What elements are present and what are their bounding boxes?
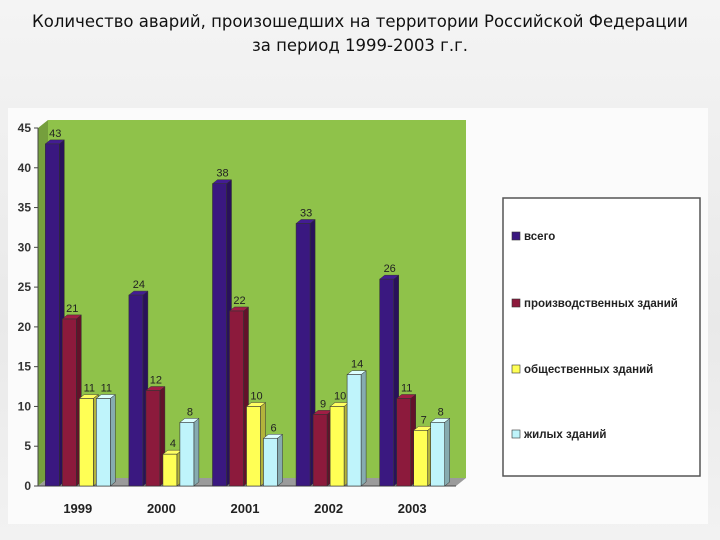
- data-label: 12: [150, 375, 162, 387]
- y-tick-label: 40: [18, 161, 32, 175]
- data-label: 22: [233, 295, 245, 307]
- bar-side: [110, 393, 116, 487]
- bar: [430, 422, 446, 487]
- bar: [379, 278, 395, 487]
- bar: [229, 310, 244, 487]
- bar: [329, 406, 345, 487]
- bar-side: [193, 417, 200, 487]
- y-tick-label: 35: [18, 201, 32, 215]
- bar-side: [360, 370, 367, 487]
- legend-swatch: [511, 231, 521, 241]
- bar: [212, 183, 227, 487]
- legend-label: всего: [524, 231, 555, 243]
- data-label: 6: [270, 422, 276, 434]
- y-tick-label: 45: [18, 121, 32, 135]
- data-label: 11: [84, 382, 95, 394]
- bar: [346, 374, 362, 487]
- y-tick-label: 20: [18, 320, 32, 334]
- data-label: 8: [187, 406, 193, 418]
- title-line-1: Количество аварий, произошедших на терри…: [32, 12, 688, 31]
- legend-swatch: [511, 298, 521, 308]
- legend-label: жилых зданий: [523, 429, 606, 441]
- bar: [295, 223, 311, 487]
- bar: [61, 318, 77, 487]
- data-label: 26: [384, 263, 396, 275]
- data-label: 4: [170, 438, 176, 450]
- data-label: 11: [101, 382, 112, 394]
- x-tick-label: 2002: [314, 501, 343, 516]
- data-label: 9: [320, 398, 326, 410]
- bar: [263, 437, 278, 487]
- data-label: 43: [49, 128, 61, 140]
- x-tick-label: 2001: [231, 501, 260, 516]
- bar: [312, 414, 328, 487]
- bar-side: [444, 417, 450, 487]
- y-tick-label: 5: [24, 439, 31, 453]
- data-label: 7: [421, 414, 427, 426]
- data-label: 8: [438, 406, 444, 418]
- bar: [128, 294, 144, 487]
- x-tick-label: 1999: [63, 501, 92, 516]
- data-label: 21: [66, 303, 78, 315]
- bar: [413, 430, 429, 487]
- bar: [79, 398, 94, 487]
- legend-swatch: [511, 429, 521, 439]
- data-label: 38: [216, 168, 228, 180]
- data-label: 14: [351, 359, 363, 371]
- x-tick-label: 2000: [147, 501, 176, 516]
- x-tick-label: 2003: [398, 501, 427, 516]
- bar: [246, 406, 261, 487]
- data-label: 10: [334, 390, 346, 402]
- y-tick-label: 15: [18, 360, 32, 374]
- legend-label: общественных зданий: [524, 364, 653, 376]
- bar: [396, 398, 412, 487]
- bar: [96, 398, 111, 487]
- y-tick-label: 25: [18, 280, 32, 294]
- data-label: 33: [300, 207, 312, 219]
- y-tick-label: 10: [18, 399, 32, 413]
- y-tick-label: 30: [18, 240, 32, 254]
- bar: [162, 453, 178, 487]
- data-label: 24: [133, 279, 145, 291]
- y-tick-label: 0: [24, 479, 31, 493]
- bar: [44, 143, 60, 487]
- legend-swatch: [511, 364, 521, 374]
- title-line-2: за период 1999-2003 г.г.: [251, 36, 469, 55]
- data-label: 11: [401, 382, 412, 394]
- bar: [145, 390, 161, 487]
- page-title: Количество аварий, произошедших на терри…: [0, 10, 720, 58]
- legend-box: [502, 197, 701, 477]
- bar: [179, 422, 195, 487]
- legend-label: производственных зданий: [524, 298, 678, 310]
- bar-side: [277, 433, 283, 487]
- data-label: 10: [250, 390, 262, 402]
